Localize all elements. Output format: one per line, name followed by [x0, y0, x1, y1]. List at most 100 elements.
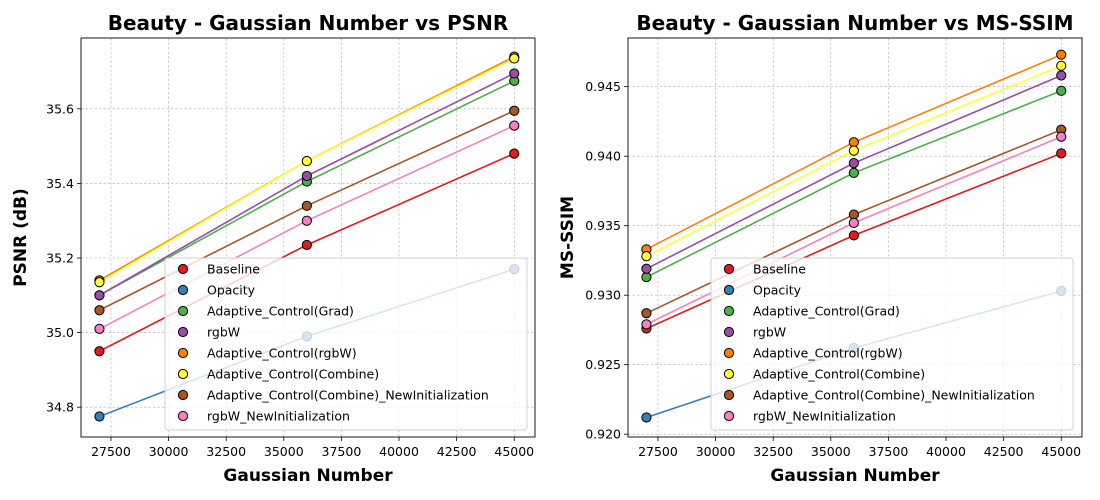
chart-title: Beauty - Gaussian Number vs MS-SSIM: [636, 11, 1073, 35]
legend-label: Adaptive_Control(Combine)_NewInitializat…: [207, 388, 489, 403]
x-tick-label: 27500: [638, 444, 678, 459]
legend-marker: [723, 368, 735, 380]
x-tick-label: 40000: [926, 444, 966, 459]
x-tick-label: 30000: [149, 444, 189, 459]
legend-label: Adaptive_Control(rgbW): [207, 346, 357, 361]
data-point-Baseline: [94, 346, 105, 357]
legend: Baseline Opacity Adaptive_Control(Grad)rgb…: [710, 257, 1074, 431]
data-point-Adaptive_Control(Combine)_NewInitialization: [641, 308, 652, 319]
legend-label: rgbW: [753, 325, 786, 340]
data-point-rgbW_NewInitialization: [1056, 131, 1067, 142]
x-tick-label: 27500: [91, 444, 131, 459]
data-point-Adaptive_Control(Combine)_NewInitialization: [94, 305, 105, 316]
x-tick-label: 45000: [1041, 444, 1081, 459]
data-point-Baseline: [301, 239, 312, 251]
legend-label: Adaptive_Control(Combine): [207, 367, 379, 382]
x-tick-label: 35000: [264, 444, 304, 459]
legend-marker: [723, 389, 735, 401]
y-axis-label: PSNR (dB): [11, 188, 31, 287]
legend-marker: [723, 284, 735, 296]
legend-marker: [177, 368, 189, 380]
data-point-Adaptive_Control(Combine): [509, 53, 520, 64]
y-tick-label: 0.920: [585, 427, 621, 442]
y-tick-label: 35.2: [46, 251, 74, 266]
data-point-rgbW: [641, 263, 652, 274]
data-point-rgbW: [94, 290, 105, 301]
data-point-Adaptive_Control(Combine): [1056, 60, 1067, 71]
x-tick-label: 37500: [322, 444, 362, 459]
legend-marker: [177, 347, 189, 359]
y-tick-label: 0.945: [585, 79, 621, 94]
legend-label: Adaptive_Control(Combine): [753, 367, 925, 382]
x-tick-label: 32500: [206, 444, 246, 459]
data-point-Adaptive_Control(Combine): [94, 277, 105, 288]
legend-marker: [723, 326, 735, 338]
legend-label: Adaptive_Control(rgbW): [753, 346, 903, 361]
y-axis-label: MS-SSIM: [558, 196, 578, 279]
data-point-Opacity: [641, 412, 652, 423]
data-point-Adaptive_Control(Grad): [848, 167, 859, 178]
x-tick-label: 42500: [984, 444, 1024, 459]
legend-box: [710, 257, 1074, 431]
data-point-rgbW_NewInitialization: [848, 217, 859, 229]
data-point-rgbW: [1056, 70, 1067, 81]
chart-panel-2: 27500 30000 32500 35000 37500 40000 42500 45000…: [558, 11, 1083, 486]
legend-label: Adaptive_Control(Grad): [207, 304, 354, 319]
data-point-Adaptive_Control(rgbW): [1056, 49, 1067, 60]
data-point-Adaptive_Control(Combine)_NewInitialization: [848, 209, 859, 220]
data-point-Adaptive_Control(rgbW): [848, 137, 859, 148]
axes-frame: [627, 37, 1083, 438]
x-tick-label: 42500: [437, 444, 477, 459]
y-tick-label: 35.0: [46, 325, 74, 340]
legend-marker: [177, 263, 189, 275]
legend-marker: [177, 389, 189, 401]
data-point-Adaptive_Control(Combine)_NewInitialization: [509, 105, 520, 116]
chart-panel-1: 27500 30000 32500 35000 37500 40000 42500 45000…: [11, 11, 536, 486]
data-point-Adaptive_Control(Combine): [301, 155, 312, 167]
legend-marker: [177, 326, 189, 338]
legend-marker: [723, 347, 735, 359]
y-tick-label: 0.925: [585, 357, 621, 372]
legend-marker: [723, 263, 735, 275]
x-tick-label: 32500: [753, 444, 793, 459]
data-point-Adaptive_Control(Grad): [641, 272, 652, 283]
data-point-Adaptive_Control(Combine): [641, 251, 652, 262]
legend-label: Opacity: [207, 283, 256, 298]
data-point-Baseline: [1056, 148, 1067, 159]
data-point-Adaptive_Control(Combine): [848, 145, 859, 156]
legend-marker: [177, 284, 189, 296]
data-point-rgbW: [848, 158, 859, 169]
data-point-Baseline: [509, 148, 520, 159]
legend-label: rgbW_NewInitialization: [753, 409, 896, 424]
legend-marker: [177, 410, 189, 422]
chart-title: Beauty - Gaussian Number vs PSNR: [108, 11, 509, 35]
legend-label: Opacity: [753, 283, 802, 298]
data-point-Baseline: [848, 230, 859, 241]
legend-label: Adaptive_Control(Combine)_NewInitializat…: [753, 388, 1035, 403]
data-point-Adaptive_Control(Combine)_NewInitialization: [301, 200, 312, 211]
legend-label: Baseline: [207, 262, 260, 277]
data-point-Opacity: [94, 411, 105, 422]
y-tick-label: 35.6: [46, 101, 74, 116]
data-point-rgbW_NewInitialization: [94, 323, 105, 334]
x-tick-label: 35000: [811, 444, 851, 459]
legend-label: rgbW_NewInitialization: [207, 409, 350, 424]
legend-marker: [723, 305, 735, 317]
axes-frame: [80, 37, 536, 438]
data-point-rgbW_NewInitialization: [509, 120, 520, 131]
legend: Baseline Opacity Adaptive_Control(Grad)rgb…: [164, 257, 528, 431]
y-tick-label: 34.8: [46, 400, 74, 415]
y-tick-label: 0.935: [585, 218, 621, 233]
x-tick-label: 37500: [869, 444, 909, 459]
legend-box: [164, 257, 528, 431]
legend-label: Adaptive_Control(Grad): [753, 304, 900, 319]
legend-marker: [177, 305, 189, 317]
y-tick-label: 0.940: [585, 149, 621, 164]
data-point-rgbW_NewInitialization: [641, 319, 652, 330]
data-point-rgbW: [301, 170, 312, 182]
x-tick-label: 40000: [379, 444, 419, 459]
y-tick-label: 35.4: [46, 176, 74, 191]
data-point-rgbW: [509, 68, 520, 79]
legend-label: Baseline: [753, 262, 806, 277]
